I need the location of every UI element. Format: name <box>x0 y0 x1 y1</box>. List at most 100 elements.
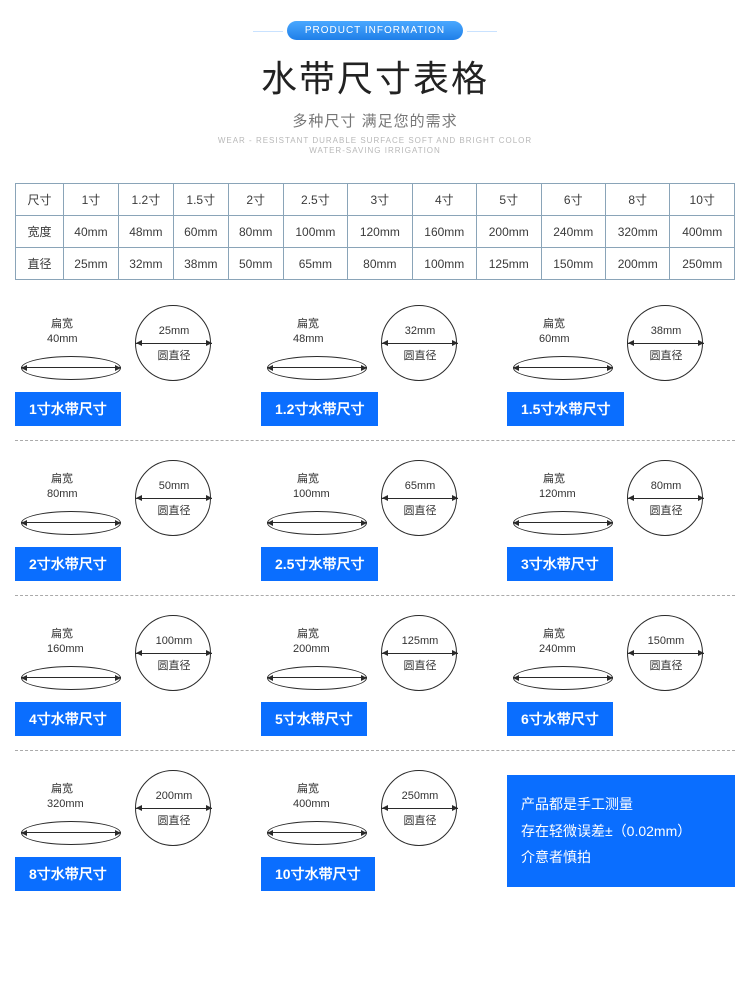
flat-label: 扁宽 <box>543 628 565 641</box>
size-card: 扁宽 120mm 80mm 圆直径 3寸水带尺寸 <box>507 455 735 581</box>
note-line: 产品都是手工测量 <box>521 791 721 818</box>
size-tag: 3寸水带尺寸 <box>507 547 613 581</box>
table-cell: 40mm <box>64 216 119 248</box>
diagram: 扁宽 320mm 200mm 圆直径 <box>15 765 243 851</box>
flat-label: 扁宽 <box>51 783 73 796</box>
flat-ellipse: 扁宽 320mm <box>21 765 131 851</box>
diameter-label: 圆直径 <box>627 657 705 673</box>
diagram: 扁宽 100mm 65mm 圆直径 <box>261 455 489 541</box>
table-cell: 80mm <box>348 248 412 280</box>
flat-ellipse: 扁宽 400mm <box>267 765 377 851</box>
flat-label: 扁宽 <box>297 783 319 796</box>
flat-label: 扁宽 <box>297 318 319 331</box>
table-cell: 2.5寸 <box>283 184 347 216</box>
circle-diagram: 200mm 圆直径 <box>135 766 219 850</box>
flat-ellipse: 扁宽 100mm <box>267 455 377 541</box>
flat-label: 扁宽 <box>51 628 73 641</box>
subtitle: 多种尺寸 满足您的需求 <box>0 110 750 131</box>
diagram: 扁宽 48mm 32mm 圆直径 <box>261 300 489 386</box>
flat-label: 扁宽 <box>297 628 319 641</box>
en-subtitle-1: WEAR - RESISTANT DURABLE SURFACE SOFT AN… <box>0 136 750 145</box>
table-cell: 4寸 <box>412 184 476 216</box>
diameter-label: 圆直径 <box>381 347 459 363</box>
size-tag: 2.5寸水带尺寸 <box>261 547 378 581</box>
diameter-value: 25mm <box>135 325 213 337</box>
flat-label: 扁宽 <box>543 473 565 486</box>
table-cell: 125mm <box>477 248 541 280</box>
flat-ellipse: 扁宽 160mm <box>21 610 131 696</box>
table-cell: 250mm <box>670 248 735 280</box>
flat-value: 40mm <box>47 333 78 345</box>
badge: PRODUCT INFORMATION <box>287 21 463 40</box>
table-cell: 60mm <box>173 216 228 248</box>
diameter-label: 圆直径 <box>381 812 459 828</box>
diameter-label: 圆直径 <box>627 502 705 518</box>
diameter-label: 圆直径 <box>135 347 213 363</box>
size-card: 扁宽 40mm 25mm 圆直径 1寸水带尺寸 <box>15 300 243 426</box>
table-cell: 8寸 <box>605 184 669 216</box>
size-tag: 5寸水带尺寸 <box>261 702 367 736</box>
size-card: 扁宽 240mm 150mm 圆直径 6寸水带尺寸 <box>507 610 735 736</box>
table-cell: 320mm <box>605 216 669 248</box>
table-cell: 50mm <box>228 248 283 280</box>
size-tag: 1.5寸水带尺寸 <box>507 392 624 426</box>
table-cell: 120mm <box>348 216 412 248</box>
diameter-label: 圆直径 <box>381 502 459 518</box>
diameter-label: 圆直径 <box>135 502 213 518</box>
size-tag: 1寸水带尺寸 <box>15 392 121 426</box>
size-tag: 4寸水带尺寸 <box>15 702 121 736</box>
diameter-value: 65mm <box>381 480 459 492</box>
flat-value: 160mm <box>47 643 84 655</box>
table-cell: 5寸 <box>477 184 541 216</box>
flat-value: 60mm <box>539 333 570 345</box>
size-card: 扁宽 48mm 32mm 圆直径 1.2寸水带尺寸 <box>261 300 489 426</box>
table-cell: 160mm <box>412 216 476 248</box>
table-cell: 38mm <box>173 248 228 280</box>
circle-diagram: 80mm 圆直径 <box>627 456 711 540</box>
table-cell: 25mm <box>64 248 119 280</box>
circle-diagram: 32mm 圆直径 <box>381 301 465 385</box>
size-tag: 8寸水带尺寸 <box>15 857 121 891</box>
flat-ellipse: 扁宽 240mm <box>513 610 623 696</box>
diameter-value: 125mm <box>381 635 459 647</box>
divider <box>15 440 735 441</box>
table-cell: 400mm <box>670 216 735 248</box>
table-cell: 2寸 <box>228 184 283 216</box>
diameter-label: 圆直径 <box>381 657 459 673</box>
table-cell: 尺寸 <box>16 184 64 216</box>
table-cell: 100mm <box>283 216 347 248</box>
flat-ellipse: 扁宽 120mm <box>513 455 623 541</box>
size-card: 扁宽 80mm 50mm 圆直径 2寸水带尺寸 <box>15 455 243 581</box>
table-cell: 1寸 <box>64 184 119 216</box>
table-cell: 100mm <box>412 248 476 280</box>
diameter-value: 80mm <box>627 480 705 492</box>
table-row: 直径25mm32mm38mm50mm65mm80mm100mm125mm150m… <box>16 248 735 280</box>
diagram-grid: 扁宽 40mm 25mm 圆直径 1寸水带尺寸 扁宽 48mm <box>15 300 735 891</box>
circle-diagram: 250mm 圆直径 <box>381 766 465 850</box>
size-card: 扁宽 200mm 125mm 圆直径 5寸水带尺寸 <box>261 610 489 736</box>
flat-ellipse: 扁宽 80mm <box>21 455 131 541</box>
flat-label: 扁宽 <box>51 473 73 486</box>
flat-value: 80mm <box>47 488 78 500</box>
header: PRODUCT INFORMATION 水带尺寸表格 多种尺寸 满足您的需求 W… <box>0 0 750 165</box>
table-cell: 6寸 <box>541 184 605 216</box>
circle-diagram: 25mm 圆直径 <box>135 301 219 385</box>
diagram: 扁宽 200mm 125mm 圆直径 <box>261 610 489 696</box>
table-cell: 150mm <box>541 248 605 280</box>
diameter-value: 250mm <box>381 790 459 802</box>
note-line: 介意者慎拍 <box>521 844 721 871</box>
circle-diagram: 125mm 圆直径 <box>381 611 465 695</box>
diameter-label: 圆直径 <box>135 812 213 828</box>
flat-value: 240mm <box>539 643 576 655</box>
diagram: 扁宽 80mm 50mm 圆直径 <box>15 455 243 541</box>
diameter-value: 38mm <box>627 325 705 337</box>
table-cell: 200mm <box>605 248 669 280</box>
size-card: 扁宽 100mm 65mm 圆直径 2.5寸水带尺寸 <box>261 455 489 581</box>
table-cell: 宽度 <box>16 216 64 248</box>
table-row: 尺寸1寸1.2寸1.5寸2寸2.5寸3寸4寸5寸6寸8寸10寸 <box>16 184 735 216</box>
size-table: 尺寸1寸1.2寸1.5寸2寸2.5寸3寸4寸5寸6寸8寸10寸宽度40mm48m… <box>15 183 735 280</box>
note-line: 存在轻微误差±（0.02mm） <box>521 818 721 845</box>
table-cell: 32mm <box>118 248 173 280</box>
table-cell: 240mm <box>541 216 605 248</box>
flat-ellipse: 扁宽 200mm <box>267 610 377 696</box>
